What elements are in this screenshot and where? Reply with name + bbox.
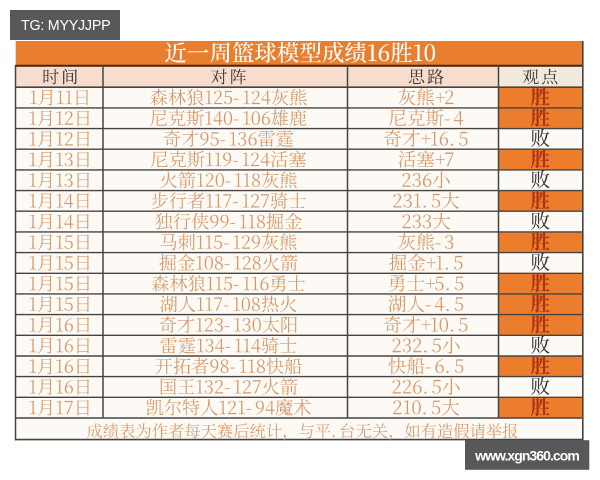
svg-text:TG: MYYJJPP: TG: MYYJJPP bbox=[21, 18, 110, 34]
svg-text:www.xgn360.com: www.xgn360.com bbox=[474, 448, 579, 464]
